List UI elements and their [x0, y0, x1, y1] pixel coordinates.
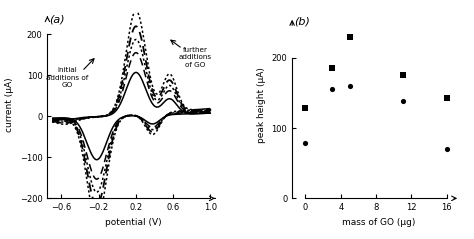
Point [443, 147, 451, 151]
Y-axis label: current (μA): current (μA) [5, 78, 14, 132]
Point [346, 84, 354, 88]
Point [301, 106, 309, 110]
Text: (a): (a) [49, 15, 65, 25]
X-axis label: potential (V): potential (V) [105, 218, 162, 227]
Text: further
additions
of GO: further additions of GO [179, 47, 212, 68]
Point [328, 66, 336, 70]
Point [399, 99, 406, 103]
Point [301, 141, 309, 145]
Point [399, 73, 406, 77]
Y-axis label: peak height (μA): peak height (μA) [257, 67, 266, 143]
Text: initial
additions of
GO: initial additions of GO [46, 67, 88, 88]
X-axis label: mass of GO (μg): mass of GO (μg) [342, 218, 415, 227]
Point [443, 97, 451, 100]
Text: (b): (b) [294, 17, 310, 27]
Point [346, 35, 354, 38]
Point [328, 87, 336, 91]
